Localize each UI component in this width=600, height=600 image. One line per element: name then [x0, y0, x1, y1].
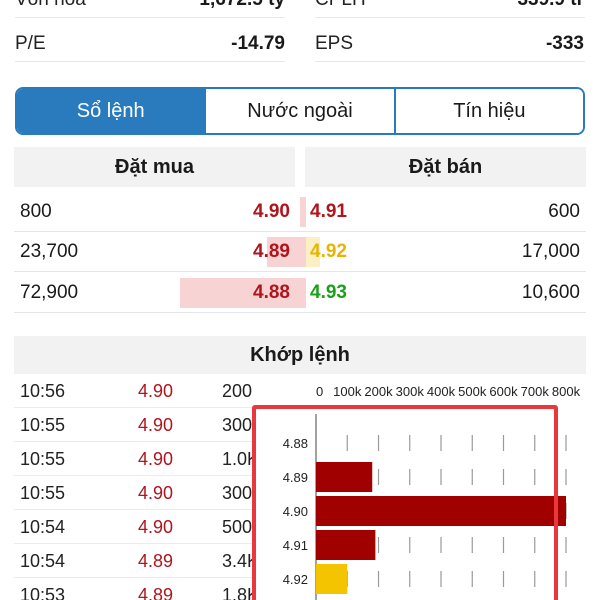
divider [15, 17, 285, 18]
tab-nuoc-ngoai[interactable]: Nước ngoài [204, 89, 394, 133]
x-tick-label: 0 [316, 384, 323, 399]
buy-volume: 800 [20, 201, 52, 222]
x-tick-label: 500k [458, 384, 487, 399]
row-divider [14, 475, 254, 476]
row-divider [14, 312, 586, 313]
trade-price: 4.90 [138, 449, 174, 469]
buy-volume-bar [300, 197, 306, 227]
buy-header: Đặt mua [14, 147, 295, 187]
stat-label: CPLH [315, 0, 366, 18]
x-tick-label: 700k [521, 384, 550, 399]
trade-price: 4.90 [138, 517, 174, 537]
stat-label: Vốn hóa [15, 0, 86, 18]
sell-volume: 600 [548, 201, 580, 222]
orderbook-row[interactable]: 23,700 4.89 4.92 17,000 [14, 232, 586, 272]
orderbook-row[interactable]: 72,900 4.88 4.93 10,600 [14, 273, 586, 313]
sell-volume-bar [306, 237, 320, 267]
trade-row: 10:53 4.89 1.8K [14, 578, 254, 600]
trade-time: 10:54 [20, 551, 66, 571]
x-tick-label: 600k [489, 384, 518, 399]
row-divider [14, 577, 254, 578]
y-category-label: 4.88 [283, 436, 308, 451]
buy-price: 4.90 [253, 201, 290, 222]
divider [315, 17, 585, 18]
divider [315, 61, 585, 62]
trade-time: 10:56 [20, 381, 66, 401]
stat-label: EPS [315, 33, 354, 54]
trade-row: 10:54 4.90 500 [14, 510, 254, 544]
row-divider [14, 441, 254, 442]
row-divider [14, 509, 254, 510]
trade-time: 10:55 [20, 483, 66, 503]
stat-value: -14.79 [231, 33, 285, 54]
orderbook-row[interactable]: 800 4.90 4.91 600 [14, 192, 586, 232]
x-tick-label: 100k [333, 384, 362, 399]
y-category-label: 4.89 [283, 470, 308, 485]
highlight-box [252, 405, 558, 600]
trade-time: 10:54 [20, 517, 66, 537]
divider [15, 61, 285, 62]
row-divider [14, 543, 254, 544]
x-tick-label: 400k [427, 384, 456, 399]
stat-value: -333 [545, 33, 584, 54]
trade-row: 10:56 4.90 200 [14, 374, 254, 408]
buy-volume: 72,900 [20, 282, 79, 303]
volume-bar [316, 462, 373, 492]
volume-bar [316, 530, 376, 560]
buy-price: 4.88 [253, 282, 290, 303]
trade-time: 10:55 [20, 449, 66, 469]
x-tick-label: 800k [552, 384, 581, 399]
sell-header: Đặt bán [305, 147, 586, 187]
row-divider [14, 271, 586, 272]
tab-so-lenh[interactable]: Sổ lệnh [17, 89, 205, 133]
segment-control: Sổ lệnh Nước ngoài Tín hiệu [15, 87, 585, 135]
y-category-label: 4.91 [283, 538, 308, 553]
trade-price: 4.89 [138, 585, 174, 600]
y-category-label: 4.90 [283, 504, 308, 519]
sell-price: 4.91 [310, 201, 347, 222]
trade-price: 4.89 [138, 551, 174, 571]
trade-row: 10:55 4.90 300 [14, 476, 254, 510]
trades-list[interactable]: 10:56 4.90 200 10:55 4.90 300 10:55 4.90 1.0K 10:… [14, 374, 254, 600]
sell-volume: 10,600 [521, 282, 580, 303]
row-divider [14, 407, 254, 408]
y-category-label: 4.92 [283, 572, 308, 587]
buy-price: 4.89 [253, 241, 290, 262]
volume-bar [316, 496, 566, 526]
trade-row: 10:55 4.90 1.0K [14, 442, 254, 476]
chart-svg: 0 100k 200k 300k 400k 500k 600k 700k 800k 4.88 4.8… [283, 384, 581, 600]
stats-row: P/E -14.79 EPS -333 [0, 26, 600, 62]
sell-price: 4.93 [310, 282, 347, 303]
trade-row: 10:55 4.90 300 [14, 408, 254, 442]
stat-value: 1,672.5 tỷ [135, 0, 285, 18]
trade-volume: 1.8K [222, 585, 254, 600]
stats-row: Vốn hóa 1,672.5 tỷ CPLH 339.9 tr [0, 0, 600, 18]
buy-volume-bar [267, 237, 306, 267]
volume-by-price-chart: 0 100k 200k 300k 400k 500k 600k 700k 800k 4.88 4.8… [254, 374, 600, 600]
buy-volume: 23,700 [20, 241, 79, 262]
trade-volume: 300 [222, 415, 253, 435]
stat-value: 339.9 tr [434, 0, 584, 18]
matched-header: Khớp lệnh [14, 336, 586, 374]
trade-time: 10:55 [20, 415, 66, 435]
tab-tin-hieu[interactable]: Tín hiệu [393, 89, 583, 133]
trade-time: 10:53 [20, 585, 66, 600]
trade-price: 4.90 [138, 483, 174, 503]
row-divider [14, 231, 586, 232]
trade-price: 4.90 [138, 381, 174, 401]
trade-volume: 1.0K [222, 449, 254, 469]
trade-volume: 3.4K [222, 551, 254, 571]
sell-price: 4.92 [310, 241, 347, 262]
x-tick-label: 200k [364, 384, 393, 399]
trade-price: 4.90 [138, 415, 174, 435]
x-tick-label: 300k [396, 384, 425, 399]
trade-row: 10:54 4.89 3.4K [14, 544, 254, 578]
sell-volume: 17,000 [521, 241, 580, 262]
trade-volume: 500 [222, 517, 253, 537]
trade-volume: 300 [222, 483, 253, 503]
stat-label: P/E [15, 33, 46, 54]
volume-bar [316, 564, 348, 594]
buy-volume-bar [180, 278, 306, 308]
trade-volume: 200 [222, 381, 253, 401]
